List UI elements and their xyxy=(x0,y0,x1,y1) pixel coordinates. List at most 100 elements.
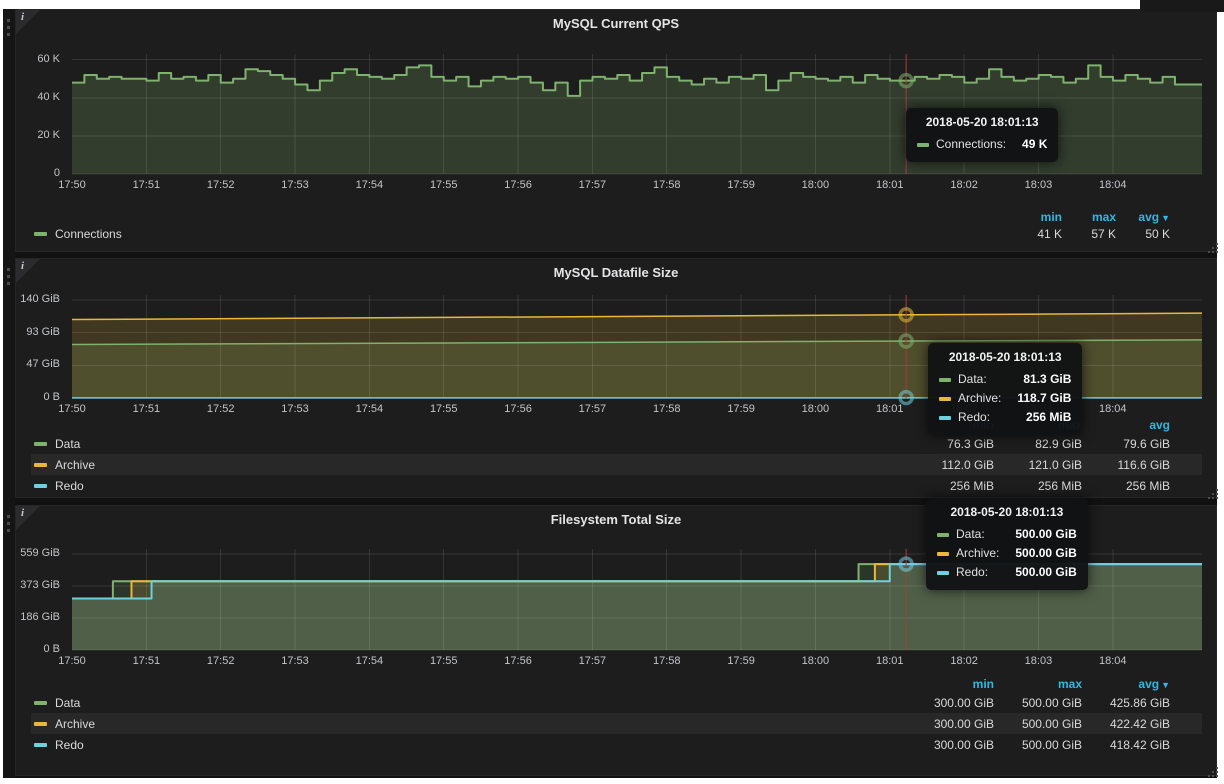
series-color-swatch[interactable] xyxy=(34,483,47,488)
legend-sort-min[interactable]: min xyxy=(1040,210,1062,224)
legend-series-label[interactable]: Data xyxy=(55,436,81,451)
highlight-point xyxy=(898,556,914,572)
plot-area[interactable] xyxy=(71,295,1203,406)
legend-sort-avg[interactable]: avg ▼ xyxy=(1138,677,1170,691)
x-tick-label: 17:58 xyxy=(652,403,681,415)
series-color-swatch[interactable] xyxy=(34,441,47,446)
series-color-swatch[interactable] xyxy=(34,232,47,236)
y-tick-label: 0 xyxy=(53,167,60,179)
top-right-artifact xyxy=(1140,0,1224,12)
panel-title[interactable]: Filesystem Total Size xyxy=(550,512,682,527)
tooltip-series-value: 500.00 GiB xyxy=(1015,527,1077,541)
highlight-point xyxy=(898,389,914,406)
legend-header-row: min max avg ▼ xyxy=(31,676,1202,692)
series-color-swatch xyxy=(937,551,949,556)
x-tick-label: 17:55 xyxy=(429,179,458,191)
info-icon: i xyxy=(21,11,25,23)
chart-canvas[interactable] xyxy=(72,549,1202,651)
legend-stat-value: 500.00 GiB xyxy=(1021,695,1082,710)
row-menu-dots[interactable] xyxy=(7,268,10,271)
y-tick-label: 373 GiB xyxy=(20,578,60,591)
x-tick-label: 18:03 xyxy=(1024,655,1053,667)
panel-resize-handle[interactable] xyxy=(1208,767,1210,769)
panel-mysql-datafile-size: i MySQL Datafile Size 0 B 47 GiB 93 GiB 140… xyxy=(15,258,1217,498)
legend-series-label[interactable]: Redo xyxy=(55,737,84,752)
legend-series-label[interactable]: Connections xyxy=(55,227,122,241)
legend-series-label[interactable]: Archive xyxy=(55,716,96,731)
tooltip-series-value: 81.3 GiB xyxy=(1023,372,1072,386)
legend-stat-value: 82.9 GiB xyxy=(1035,436,1082,451)
x-tick-label: 17:50 xyxy=(58,403,86,415)
legend: min max avg ▼ Connections 41 K 57 K 50 K xyxy=(31,209,1202,243)
x-tick-label: 17:59 xyxy=(727,179,755,191)
legend-stat-value: 41 K xyxy=(1037,227,1062,241)
series-color-swatch[interactable] xyxy=(34,462,47,467)
x-tick-label: 17:57 xyxy=(578,655,607,667)
panel-title[interactable]: MySQL Datafile Size xyxy=(553,265,679,280)
legend-row-redo: Redo 300.00 GiB 500.00 GiB 418.42 GiB xyxy=(31,734,1202,755)
tooltip-timestamp: 2018-05-20 18:01:13 xyxy=(948,350,1062,364)
series-color-swatch[interactable] xyxy=(34,721,47,726)
legend-series-label[interactable]: Data xyxy=(55,695,81,710)
tooltip-row: Connections: 49 K xyxy=(917,135,1047,154)
x-tick-label: 17:50 xyxy=(58,179,86,191)
y-axis-labels: 0 B 186 GiB 373 GiB 559 GiB xyxy=(16,547,66,655)
tooltip-series-label: Redo: xyxy=(956,565,989,579)
x-tick-label: 18:00 xyxy=(801,655,830,667)
y-tick-label: 20 K xyxy=(37,128,60,141)
tooltip-series-value: 118.7 GiB xyxy=(1017,391,1072,405)
series-line-connections[interactable] xyxy=(72,64,1202,97)
legend-sort-avg[interactable]: avg ▼ xyxy=(1138,210,1170,224)
x-axis-labels: 17:50 17:51 17:52 17:53 17:54 17:55 17:56 17:57… xyxy=(58,179,1202,193)
panel-info-corner[interactable]: i xyxy=(16,506,40,530)
legend-sort-min[interactable]: min xyxy=(972,677,994,691)
legend-series-label[interactable]: Archive xyxy=(55,457,96,472)
series-line-archive[interactable] xyxy=(71,312,1203,321)
legend-row-archive: Archive 300.00 GiB 500.00 GiB 422.42 GiB xyxy=(31,713,1202,734)
panel-info-corner[interactable]: i xyxy=(16,259,40,283)
chart-canvas[interactable] xyxy=(71,295,1203,406)
legend-series-label[interactable]: Redo xyxy=(55,478,84,493)
highlight-point xyxy=(898,333,914,349)
row-menu-dots[interactable] xyxy=(7,515,10,518)
x-tick-label: 17:55 xyxy=(429,403,458,415)
series-color-swatch[interactable] xyxy=(34,742,47,747)
tooltip-row: Archive: 500.00 GiB xyxy=(937,544,1077,563)
x-tick-label: 17:56 xyxy=(504,655,532,667)
legend-stat-value: 300.00 GiB xyxy=(933,737,994,752)
sort-caret-icon: ▼ xyxy=(1161,680,1170,690)
x-tick-label: 17:56 xyxy=(504,403,532,415)
tooltip-timestamp: 2018-05-20 18:01:13 xyxy=(925,115,1039,129)
x-tick-label: 18:02 xyxy=(950,655,978,667)
tooltip-series-label: Connections: xyxy=(936,137,1007,151)
panel-title[interactable]: MySQL Current QPS xyxy=(552,16,680,31)
legend-sort-max[interactable]: max xyxy=(1091,210,1116,224)
series-line-data[interactable] xyxy=(71,339,1203,346)
series-fill-data xyxy=(72,564,1202,650)
legend-stat-value: 116.6 GiB xyxy=(1117,457,1170,472)
y-tick-label: 0 B xyxy=(43,391,60,403)
series-color-swatch[interactable] xyxy=(34,700,47,705)
legend-stat-value: 112.0 GiB xyxy=(941,457,994,472)
panel-resize-handle[interactable] xyxy=(1208,489,1210,491)
x-tick-label: 17:58 xyxy=(652,655,681,667)
row-menu-dots[interactable] xyxy=(7,19,10,22)
legend-sort-avg[interactable]: avg xyxy=(1149,418,1170,432)
plot-area[interactable] xyxy=(72,549,1202,651)
series-fill-archive xyxy=(72,313,1202,398)
panel-info-corner[interactable]: i xyxy=(16,10,40,34)
x-tick-label: 17:52 xyxy=(206,655,235,667)
tooltip: 2018-05-20 18:01:13 Connections: 49 K xyxy=(906,108,1059,162)
tooltip-row: Redo: 256 MiB xyxy=(939,408,1071,427)
series-fill-redo xyxy=(72,564,1202,650)
x-tick-label: 17:57 xyxy=(578,179,607,191)
highlight-point xyxy=(898,72,914,89)
legend-sort-max[interactable]: max xyxy=(1057,677,1082,691)
x-tick-label: 18:04 xyxy=(1099,179,1127,191)
tooltip-series-label: Archive: xyxy=(956,546,1000,560)
legend-stat-value: 76.3 GiB xyxy=(947,436,994,451)
x-tick-label: 18:04 xyxy=(1099,655,1127,667)
panel-resize-handle[interactable] xyxy=(1208,243,1210,245)
tooltip-series-value: 500.00 GiB xyxy=(1015,546,1077,560)
